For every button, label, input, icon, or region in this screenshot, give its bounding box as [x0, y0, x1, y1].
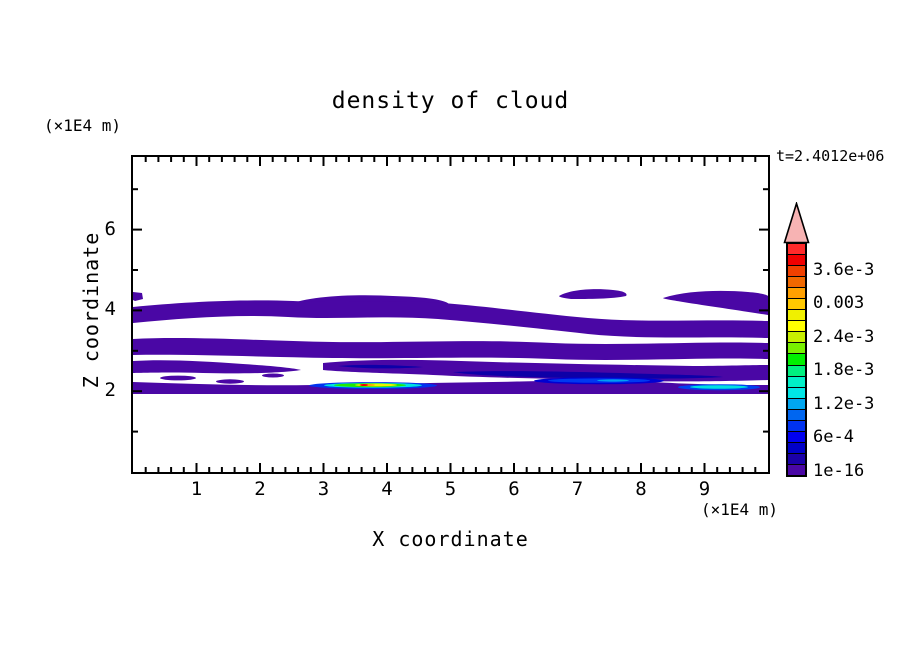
colorbar-label: 1e-16: [813, 461, 865, 481]
plot-area: [131, 155, 770, 474]
colorbar-segment: [788, 310, 805, 322]
contour-band: [559, 289, 627, 299]
x-axis-title: X coordinate: [372, 527, 529, 551]
colorbar-overflow-arrow: [783, 202, 810, 244]
colorbar-label: 1.8e-3: [813, 360, 875, 381]
x-tick-label: 7: [571, 478, 584, 500]
x-tick-label: 2: [254, 478, 266, 500]
contour-band: [160, 375, 196, 381]
colorbar-segment: [788, 332, 805, 344]
y-axis-title: Z coordinate: [79, 231, 103, 389]
colorbar-segment: [788, 420, 805, 432]
colorbar-segment: [788, 343, 805, 355]
y-tick-label: 2: [104, 379, 116, 402]
x-axis-units-label: (×1E4 m): [700, 500, 778, 519]
contour-plot: [133, 157, 768, 472]
colorbar-segment: [788, 365, 805, 377]
contour-band: [663, 290, 768, 315]
y-tick-label: 6: [104, 217, 116, 240]
x-tick-label: 5: [444, 478, 457, 500]
colorbar: [786, 242, 807, 477]
colorbar-segment: [788, 299, 805, 311]
colorbar-segment: [788, 464, 805, 475]
contour-band: [133, 360, 301, 374]
contour-hotspot: [360, 384, 368, 386]
axis-ticks: [133, 157, 768, 472]
x-tick-label: 1: [190, 478, 203, 500]
colorbar-segment: [788, 321, 805, 333]
contour-bands: [133, 289, 768, 394]
colorbar-segment: [788, 387, 805, 399]
time-annotation: t=2.4012e+06: [776, 147, 885, 165]
contour-streak-cyan: [690, 385, 748, 389]
contour-band: [216, 379, 244, 384]
contour-band: [133, 300, 768, 338]
contour-band: [556, 345, 584, 351]
y-tick-label: 4: [104, 298, 116, 321]
x-tick-label: 3: [317, 478, 330, 500]
contour-core-navy: [338, 364, 423, 369]
colorbar-segment: [788, 255, 805, 267]
colorbar-segment: [788, 442, 805, 454]
contour-streak-blue: [597, 379, 629, 382]
colorbar-segment: [788, 266, 805, 278]
contour-band: [133, 292, 143, 301]
colorbar-segment: [788, 376, 805, 388]
colorbar-segment: [788, 398, 805, 410]
x-tick-label: 6: [508, 478, 520, 500]
plot-title: density of cloud: [331, 88, 570, 114]
colorbar-label: 2.4e-3: [813, 326, 875, 347]
colorbar-label: 0.003: [813, 293, 865, 314]
contour-band: [262, 373, 284, 378]
colorbar-segment: [788, 354, 805, 366]
y-axis-units-label: (×1E4 m): [44, 116, 122, 135]
contour-band: [323, 359, 768, 382]
contour-core-navy: [453, 371, 723, 379]
colorbar-segment: [788, 288, 805, 300]
colorbar-segment: [788, 244, 805, 256]
x-tick-label: 8: [635, 478, 647, 500]
contour-band: [133, 338, 768, 360]
colorbar-segment: [788, 431, 805, 443]
x-tick-label: 4: [381, 478, 393, 500]
colorbar-label: 3.6e-3: [813, 259, 875, 280]
colorbar-label: 6e-4: [813, 427, 854, 448]
x-tick-label: 9: [698, 478, 711, 500]
colorbar-label: 1.2e-3: [813, 393, 875, 414]
colorbar-segment: [788, 409, 805, 421]
colorbar-segment: [788, 277, 805, 289]
colorbar-segment: [788, 453, 805, 465]
